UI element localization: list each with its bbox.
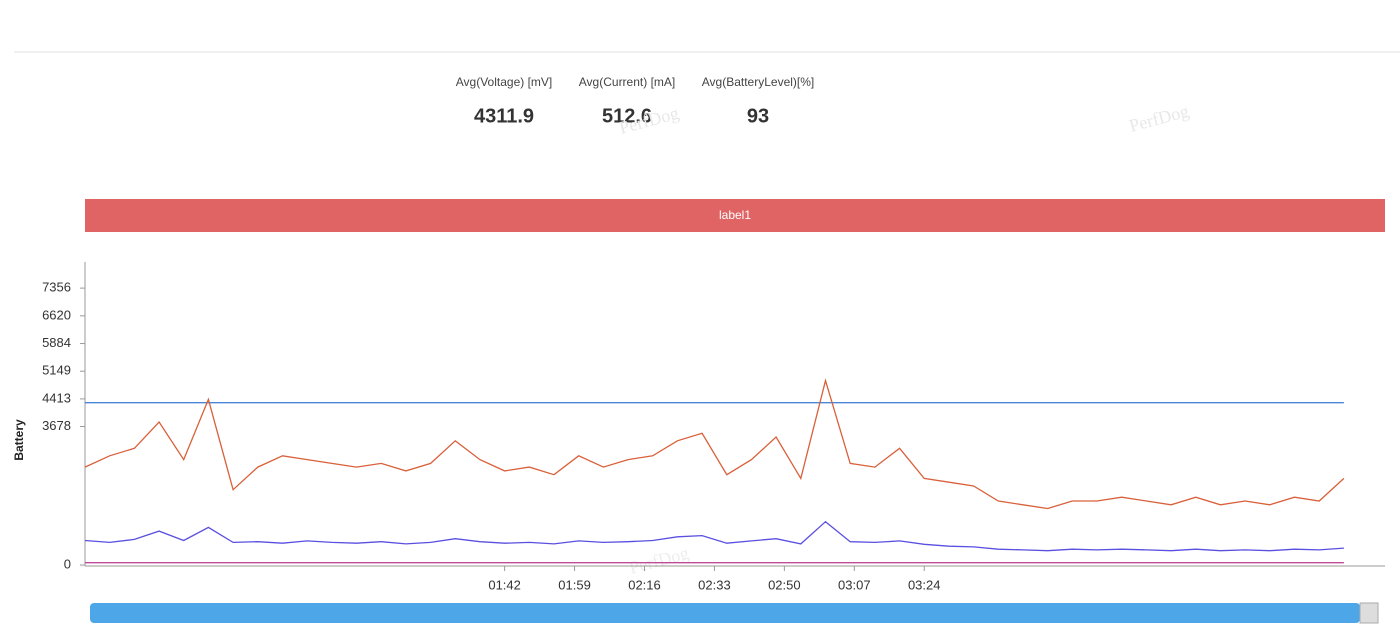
y-tick-label: 3678: [42, 418, 71, 433]
y-tick-label: 4413: [42, 390, 71, 405]
scroll-handle[interactable]: [1359, 602, 1379, 624]
y-tick-label: 7356: [42, 280, 71, 295]
x-tick-label: 03:24: [908, 577, 941, 592]
series-line: [84, 520, 1344, 552]
stat-value: 4311.9: [474, 105, 534, 127]
watermark: PerfDog: [627, 543, 691, 578]
stat-label: Avg(Voltage) [mV]: [456, 75, 553, 89]
x-tick-label: 02:33: [698, 577, 731, 592]
banner: [85, 199, 1385, 232]
series-line: [84, 378, 1345, 510]
x-tick-label: 03:07: [838, 577, 871, 592]
y-tick-label: 5884: [42, 335, 71, 350]
x-tick-label: 01:59: [558, 577, 591, 592]
stat-value: 512.6: [602, 105, 652, 127]
stat-label: Avg(Current) [mA]: [579, 75, 675, 89]
scrollbar[interactable]: [90, 603, 1360, 623]
y-tick-label: 5149: [42, 363, 71, 378]
y-tick-label: 0: [64, 556, 71, 571]
stat-value: 93: [747, 105, 769, 127]
x-tick-label: 02:16: [628, 577, 661, 592]
y-axis-label: Battery: [12, 419, 26, 461]
y-tick-label: 6620: [42, 307, 71, 322]
x-tick-label: 02:50: [768, 577, 801, 592]
x-tick-label: 01:42: [488, 577, 521, 592]
watermark: PerfDog: [1127, 101, 1191, 136]
stat-label: Avg(BatteryLevel)[%]: [702, 75, 815, 89]
banner-text: label1: [719, 208, 751, 222]
